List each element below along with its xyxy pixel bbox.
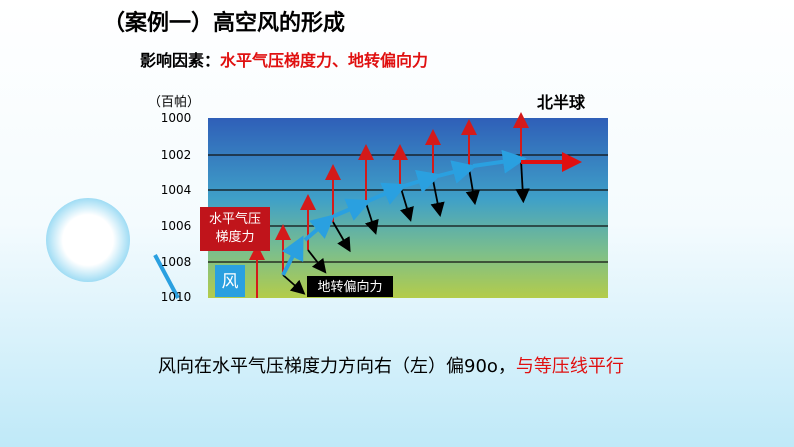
- isobar-label: 1006: [161, 219, 192, 233]
- gradient-label: 水平气压梯度力: [208, 212, 261, 245]
- wind-box: [215, 265, 245, 297]
- isobar-label: 1002: [161, 148, 192, 162]
- isobar-labels: 1000 1002 1004 1006 1008 1010: [161, 111, 192, 304]
- gradient-box-text: 水平气压梯度力: [208, 212, 261, 245]
- isobar-label: 1004: [161, 183, 192, 197]
- coriolis-box: [307, 276, 393, 297]
- isobar-label: 1008: [161, 255, 192, 269]
- decoration: [153, 254, 180, 299]
- wind-label: 风: [222, 272, 239, 292]
- isobars: [208, 154, 608, 263]
- unit: （百帕）: [148, 95, 200, 110]
- decoration: [46, 198, 130, 282]
- factor-label: 影响因素：水平气压梯度力、地转偏向力: [140, 51, 428, 70]
- coriolis-label: 地转偏向力: [317, 279, 382, 295]
- hemisphere: 北半球: [537, 93, 586, 112]
- gradient-box: [200, 207, 270, 251]
- isobar-label: 1000: [161, 111, 192, 125]
- wind-path: [281, 149, 527, 276]
- isobar-label: 1010: [161, 290, 192, 304]
- conclusion: 风向在水平气压梯度力方向右（左）偏90o，与等压线平行: [158, 356, 624, 377]
- title: （案例一）高空风的形成: [103, 10, 345, 36]
